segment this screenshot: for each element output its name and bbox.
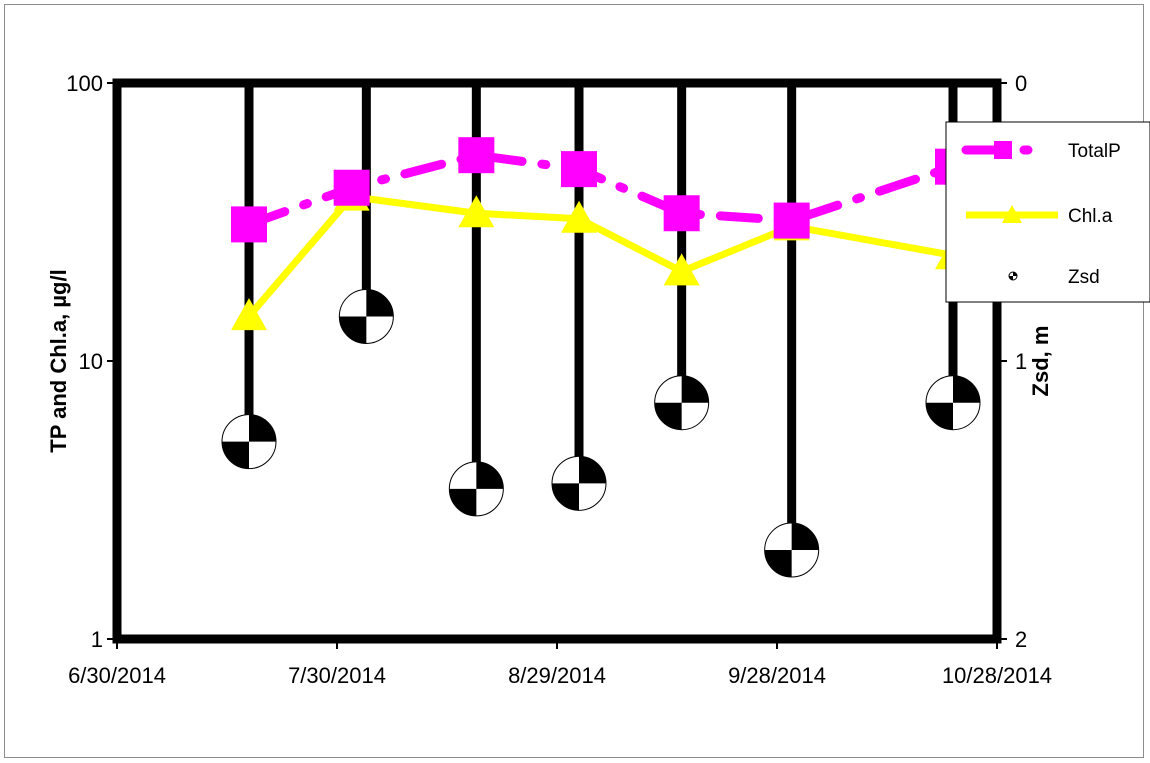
chla-point: [458, 195, 495, 228]
legend-items: TotalP Chl.a Zsd: [961, 141, 1121, 288]
legend-label: Chl.a: [1068, 206, 1113, 227]
chla-point: [561, 200, 597, 233]
totalp-point: [663, 195, 700, 232]
chart-frame: [4, 4, 1144, 758]
zsd-disk-marker: [448, 461, 504, 517]
chla-point: [231, 298, 267, 331]
line-series: [231, 137, 971, 331]
y-right-tick-label: 2: [1015, 627, 1027, 652]
y-left-tick-label: 10: [79, 349, 103, 374]
legend: TotalP Chl.a Zsd: [945, 121, 1150, 303]
x-tick-label: 10/28/2014: [942, 663, 1052, 688]
legend-label: TotalP: [1068, 141, 1121, 162]
y-left-tick-label: 1: [91, 627, 103, 652]
totalp-point: [333, 169, 370, 206]
y-axis-left-title: TP and Chl.a, µg/l: [46, 269, 71, 452]
zsd-disk-marker: [654, 375, 710, 431]
legend-marker-totalp: [994, 141, 1012, 159]
y-right-tick-label: 0: [1015, 71, 1027, 96]
x-tick-label: 9/28/2014: [728, 663, 826, 688]
zsd-disk-marker: [925, 375, 981, 431]
y-left-tick-label: 100: [66, 71, 103, 96]
totalp-point: [458, 137, 495, 174]
y-axis-right-title: Zsd, m: [1028, 326, 1053, 397]
zsd-disk-marker: [338, 289, 394, 345]
totalp-point: [773, 202, 810, 239]
y-right-tick-label: 1: [1015, 349, 1027, 374]
x-tick-label: 8/29/2014: [508, 663, 606, 688]
x-tick-label: 6/30/2014: [68, 663, 166, 688]
totalp-point: [561, 151, 597, 188]
chla-point: [663, 253, 700, 286]
legend-marker-zsd: [1008, 271, 1018, 281]
legend-marker-chla: [1002, 205, 1022, 223]
zsd-disk-marker: [764, 522, 820, 578]
x-tick-label: 7/30/2014: [288, 663, 386, 688]
legend-label: Zsd: [1068, 267, 1100, 288]
zsd-series: [221, 83, 981, 578]
totalp-point: [231, 206, 267, 243]
zsd-disk-marker: [551, 455, 607, 511]
zsd-disk-marker: [221, 414, 277, 470]
ticks-layer: 6/30/2014 7/30/2014 8/29/2014 9/28/2014 10/2…: [66, 71, 1052, 688]
